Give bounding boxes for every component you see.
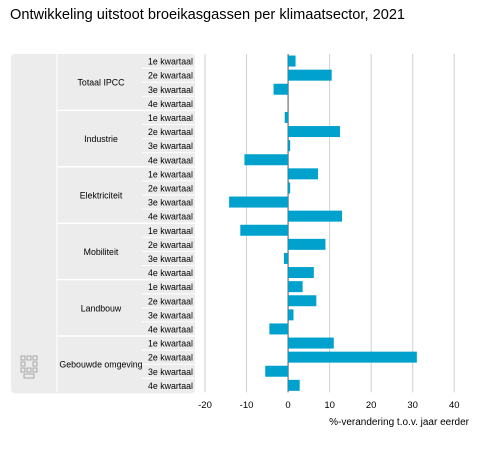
group-label: Elektriciteit (80, 191, 123, 201)
logo-shape (20, 367, 26, 373)
bar (288, 267, 314, 279)
category-label: 3e kwartaal (148, 141, 193, 151)
category-label: 2e kwartaal (148, 240, 193, 250)
logo-shape (26, 367, 32, 373)
chart-title: Ontwikkeling uitstoot broeikasgassen per… (10, 7, 406, 23)
category-label: 1e kwartaal (148, 226, 193, 236)
category-label: 4e kwartaal (148, 324, 193, 334)
category-label: 1e kwartaal (148, 282, 193, 292)
x-tick-label: 20 (366, 400, 377, 411)
x-tick-label: 0 (285, 400, 290, 411)
group-label: Mobiliteit (84, 247, 119, 257)
logo-shape (32, 361, 38, 367)
logo-shape (32, 367, 38, 373)
bar (288, 379, 300, 391)
logo-shape (20, 355, 26, 361)
category-label: 2e kwartaal (148, 127, 193, 137)
x-tick-label: 40 (449, 400, 460, 411)
category-label: 4e kwartaal (148, 212, 193, 222)
bar (288, 140, 291, 152)
label-panel (11, 54, 195, 394)
x-tick-label: 30 (407, 400, 418, 411)
category-label: 4e kwartaal (148, 155, 193, 165)
bar (288, 309, 294, 321)
bar (284, 111, 289, 123)
category-label: 1e kwartaal (148, 339, 193, 349)
bar (288, 126, 340, 138)
bar (288, 210, 343, 222)
bar (288, 182, 291, 194)
category-label: 1e kwartaal (148, 169, 193, 179)
bar (288, 69, 332, 81)
logo-shape (26, 355, 32, 361)
bar (288, 351, 417, 363)
cbs-logo-icon (20, 355, 38, 379)
group-label: Industrie (84, 134, 118, 144)
category-labels: 1e kwartaal 2e kwartaal 3e kwartaal 4e kwar… (59, 57, 193, 391)
logo-shape (20, 361, 26, 367)
category-label: 4e kwartaal (148, 268, 193, 278)
bar (273, 83, 289, 95)
category-label: 3e kwartaal (148, 85, 193, 95)
group-label: Landbouw (81, 303, 122, 313)
bar (288, 238, 326, 250)
bar (283, 252, 289, 264)
gridlines (204, 54, 455, 393)
bar (288, 295, 317, 307)
category-label: 1e kwartaal (148, 113, 193, 123)
x-axis: -20 -10 0 10 20 30 40 (198, 400, 459, 411)
bar (288, 281, 303, 293)
bar (240, 224, 289, 236)
logo-shape (32, 355, 38, 361)
x-tick-label: 10 (324, 400, 335, 411)
bar (244, 154, 289, 166)
category-label: 2e kwartaal (148, 183, 193, 193)
category-label: 4e kwartaal (148, 99, 193, 109)
category-label: 4e kwartaal (148, 381, 193, 391)
bar (288, 55, 296, 67)
bars (229, 55, 417, 391)
bar (288, 168, 318, 180)
category-label: 3e kwartaal (148, 198, 193, 208)
x-tick-label: -20 (198, 400, 212, 411)
bar (265, 365, 289, 377)
category-label: 3e kwartaal (148, 367, 193, 377)
x-axis-title: %-verandering t.o.v. jaar eerder (329, 417, 470, 428)
logo-shape (23, 373, 35, 379)
bar (288, 337, 334, 349)
bar (229, 196, 289, 208)
category-label: 3e kwartaal (148, 310, 193, 320)
bar (269, 323, 289, 335)
x-tick-label: -10 (240, 400, 254, 411)
category-label: 2e kwartaal (148, 296, 193, 306)
group-label: Totaal IPCC (78, 78, 126, 88)
group-label: Gebouwde omgeving (59, 360, 142, 370)
category-label: 1e kwartaal (148, 57, 193, 67)
category-label: 2e kwartaal (148, 71, 193, 81)
category-label: 3e kwartaal (148, 254, 193, 264)
category-label: 2e kwartaal (148, 353, 193, 363)
